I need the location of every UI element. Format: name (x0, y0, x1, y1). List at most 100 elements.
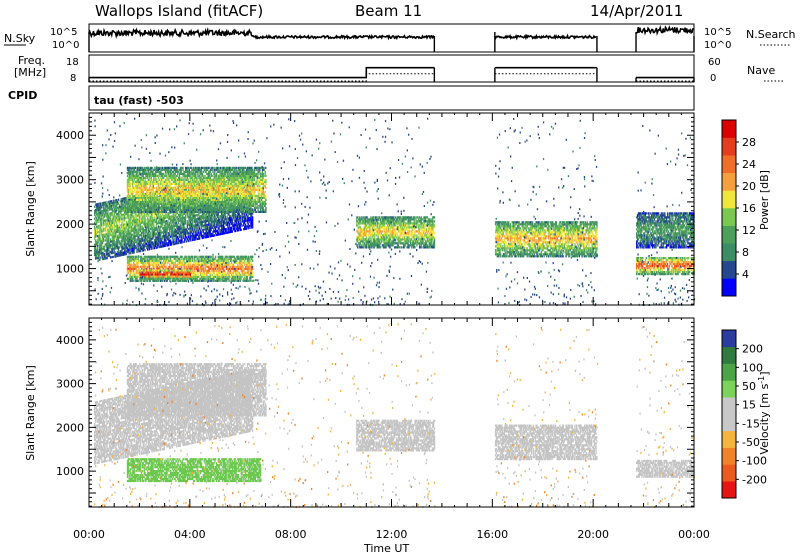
noise-segment (495, 36, 596, 38)
power-cell (154, 247, 155, 249)
power-cell (167, 183, 168, 185)
power-cell (146, 203, 147, 205)
power-cell (175, 181, 176, 183)
power-cell (130, 181, 131, 183)
power-cell (167, 189, 168, 191)
power-cell (165, 245, 166, 247)
power-cell (137, 199, 138, 201)
power-cell (152, 213, 153, 215)
power-cell (130, 179, 131, 181)
power-cell (226, 228, 227, 230)
noise-tick-right-low: 10^0 (704, 40, 731, 51)
power-cell (149, 177, 150, 179)
power-cell (99, 259, 100, 261)
power-cell (135, 205, 136, 207)
power-cell (161, 201, 162, 203)
power-cell (151, 248, 152, 250)
power-cell (178, 205, 179, 207)
power-cell (145, 233, 146, 235)
power-cell (130, 195, 131, 197)
power-cell (113, 256, 114, 258)
power-cell (166, 205, 167, 207)
power-cell (238, 229, 239, 231)
power-cell (126, 245, 127, 247)
power-cell (119, 240, 120, 242)
power-cell (148, 228, 149, 230)
power-cell (176, 193, 177, 195)
power-cell (163, 177, 164, 179)
power-cell (164, 205, 165, 207)
power-cell (232, 221, 233, 223)
power-cell (158, 244, 159, 246)
power-cell (132, 189, 133, 191)
power-cell (134, 197, 135, 199)
power-cell (192, 227, 193, 229)
power-cell (130, 175, 131, 177)
power-cell (162, 179, 163, 181)
power-cell (150, 193, 151, 195)
power-cell (114, 221, 115, 223)
power-cell (175, 205, 176, 207)
power-cell (159, 191, 160, 193)
power-cell (140, 181, 141, 183)
power-cell (143, 231, 144, 233)
power-cell (175, 191, 176, 193)
power-cell (218, 217, 219, 219)
power-cell (146, 209, 147, 211)
power-cell (181, 241, 182, 243)
power-cell (176, 211, 177, 213)
power-cell (160, 234, 161, 236)
nave-tick-low: 0 (710, 73, 716, 84)
power-cell (130, 187, 131, 189)
power-cell (226, 218, 227, 220)
power-cell (175, 173, 176, 175)
power-cell (130, 169, 131, 171)
power-cell (143, 211, 144, 213)
power-cell (240, 217, 241, 219)
power-cell (172, 191, 173, 193)
power-cell (148, 167, 149, 169)
power-cell (172, 205, 173, 207)
power-cell (135, 209, 136, 211)
power-cell (108, 235, 109, 237)
power-cell (144, 207, 145, 209)
power-cell (157, 197, 158, 199)
power-cell (158, 181, 159, 183)
power-cell (167, 185, 168, 187)
power-cell (144, 167, 145, 169)
power-cell (172, 237, 173, 239)
power-cell (121, 210, 122, 212)
power-cell (166, 189, 167, 191)
power-cell (99, 235, 100, 237)
power-cell (160, 185, 161, 187)
power-cell (196, 230, 197, 232)
power-cell (151, 177, 152, 179)
power-cell (148, 181, 149, 183)
power-cell (146, 191, 147, 193)
power-cell (185, 216, 186, 218)
power-cell (130, 185, 131, 187)
power-cell (158, 177, 159, 179)
power-cell (133, 209, 134, 211)
power-cell (104, 246, 105, 248)
noise-tick-right-high: 10^5 (704, 27, 731, 38)
power-cell (152, 167, 153, 169)
power-cell (214, 222, 215, 224)
power-cell (246, 228, 247, 230)
power-cell (147, 177, 148, 179)
power-cell (143, 175, 144, 177)
power-cell (156, 205, 157, 207)
power-cell (185, 222, 186, 224)
power-cell (106, 211, 107, 213)
power-cell (192, 223, 193, 225)
power-cell (140, 197, 141, 199)
power-cell (163, 173, 164, 175)
power-cell (157, 179, 158, 181)
power-cell (137, 193, 138, 195)
power-cell (252, 218, 253, 220)
power-cell (164, 211, 165, 213)
power-cell (152, 189, 153, 191)
power-cell (175, 187, 176, 189)
power-cell (248, 221, 249, 223)
power-cell (108, 239, 109, 241)
